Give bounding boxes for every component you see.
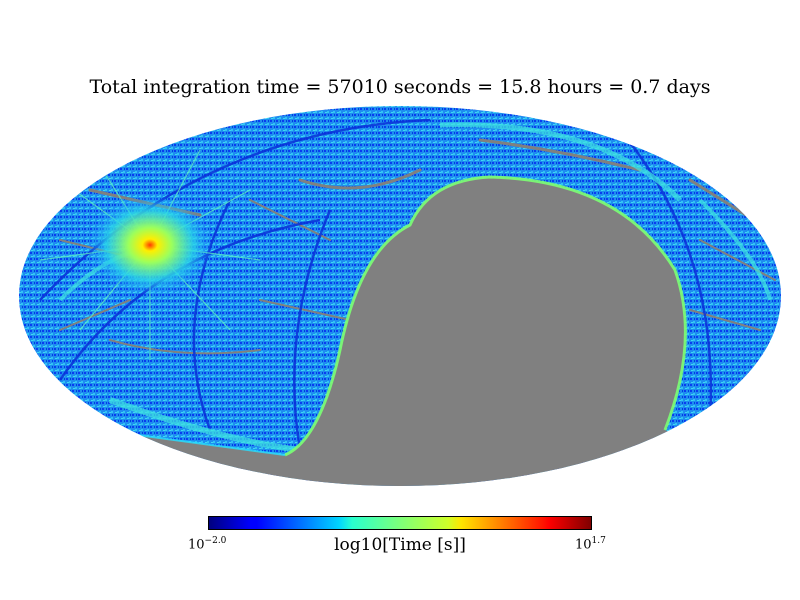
colorbar-label: log10[Time [s]]: [334, 535, 466, 555]
coverage-hotspot: [88, 195, 212, 295]
colorbar-min-tick: 10−2.0: [188, 536, 227, 553]
sky-coverage: [19, 106, 781, 486]
colorbar: [208, 516, 592, 530]
colorbar-max-tick: 101.7: [575, 536, 606, 553]
scan-tracks: [39, 118, 713, 451]
boundary-edge: [284, 175, 687, 457]
unobserved-region: [80, 177, 720, 486]
chart-title: Total integration time = 57010 seconds =…: [89, 76, 711, 98]
